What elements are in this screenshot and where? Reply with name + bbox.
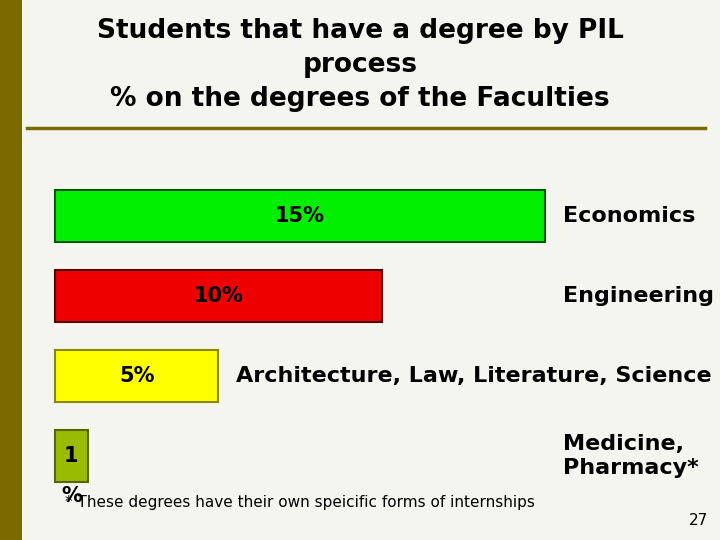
Text: Medicine,
Pharmacy*: Medicine, Pharmacy* [563,434,698,477]
Bar [55,270,382,322]
Text: Students that have a degree by PIL: Students that have a degree by PIL [96,18,624,44]
Bar [55,350,218,402]
Text: * These degrees have their own speicific forms of internships: * These degrees have their own speicific… [65,495,535,510]
Text: Engineering: Engineering [563,286,714,306]
Text: 27: 27 [689,513,708,528]
Text: %: % [61,486,82,506]
Bar [0,0,22,540]
Text: 5%: 5% [119,366,154,386]
Bar [55,190,545,242]
Text: 10%: 10% [194,286,243,306]
Text: Economics: Economics [563,206,696,226]
Text: 15%: 15% [275,206,325,226]
Text: Architecture, Law, Literature, Science: Architecture, Law, Literature, Science [236,366,712,386]
Text: 1: 1 [64,446,78,466]
Text: process: process [302,52,418,78]
Text: % on the degrees of the Faculties: % on the degrees of the Faculties [110,86,610,112]
Bar [55,430,88,482]
